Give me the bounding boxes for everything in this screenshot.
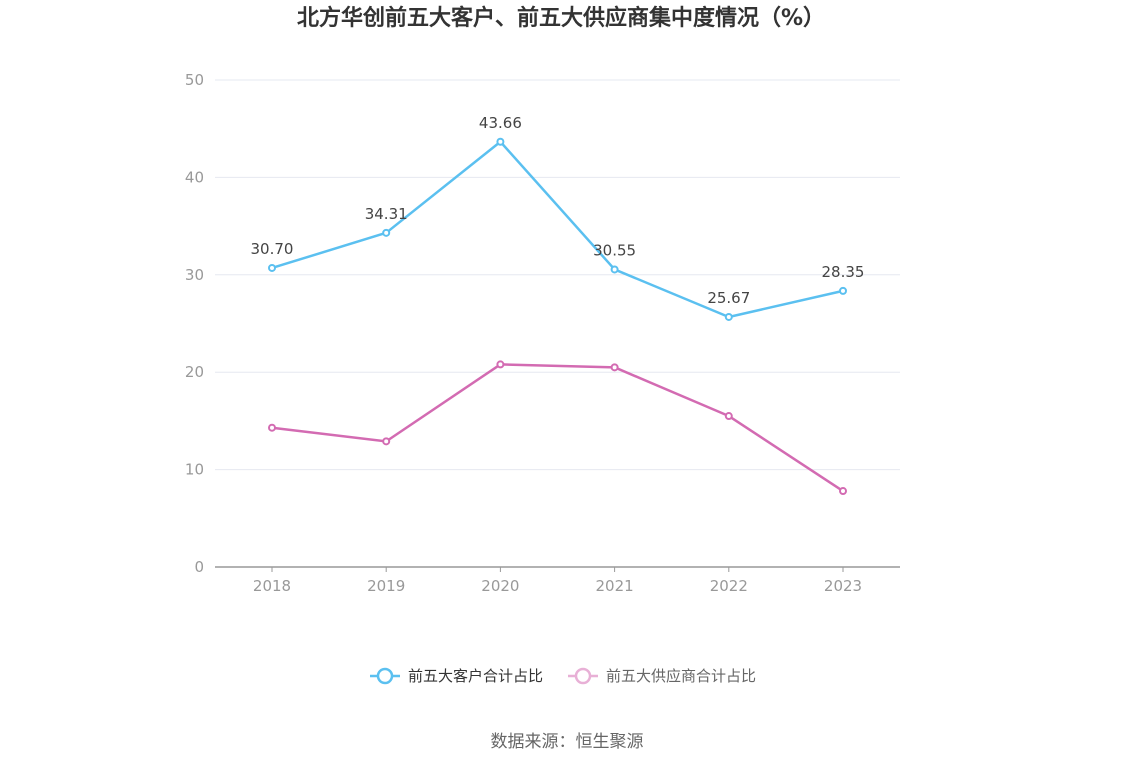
legend-item-2[interactable]: 前五大供应商合计占比 bbox=[568, 667, 756, 685]
legend[interactable]: 前五大客户合计占比 前五大供应商合计占比 bbox=[370, 667, 756, 685]
x-tick-label: 2020 bbox=[481, 577, 519, 595]
data-label: 28.35 bbox=[822, 263, 865, 281]
y-tick-label: 40 bbox=[185, 168, 204, 186]
y-tick-label: 50 bbox=[185, 71, 204, 89]
x-tick-label: 2022 bbox=[710, 577, 748, 595]
x-tick-label: 2019 bbox=[367, 577, 405, 595]
data-point[interactable] bbox=[268, 423, 276, 432]
data-point[interactable] bbox=[496, 137, 505, 146]
chart-title: 北方华创前五大客户、前五大供应商集中度情况（%） bbox=[297, 5, 825, 31]
y-axis: 0 10 20 30 40 50 bbox=[185, 71, 204, 576]
y-tick-label: 20 bbox=[185, 363, 204, 381]
legend-label: 前五大供应商合计占比 bbox=[606, 667, 756, 685]
y-tick-label: 30 bbox=[185, 266, 204, 284]
data-point[interactable] bbox=[610, 265, 619, 274]
data-point[interactable] bbox=[382, 228, 391, 237]
data-point[interactable] bbox=[268, 263, 276, 272]
data-label: 34.31 bbox=[365, 205, 408, 223]
y-tick-label: 0 bbox=[194, 558, 204, 576]
data-label: 43.66 bbox=[479, 114, 522, 132]
y-tick-label: 10 bbox=[185, 461, 204, 479]
x-axis: 2018 2019 2020 2021 2022 2023 bbox=[215, 566, 900, 595]
data-point[interactable] bbox=[839, 286, 847, 295]
data-point[interactable] bbox=[724, 312, 733, 321]
x-tick-label: 2018 bbox=[253, 577, 291, 595]
x-tick-label: 2021 bbox=[596, 577, 634, 595]
legend-marker-icon bbox=[574, 667, 592, 685]
grid-lines bbox=[215, 79, 900, 471]
legend-marker-icon bbox=[376, 667, 394, 685]
x-tick-label: 2023 bbox=[824, 577, 862, 595]
source-note: 数据来源：恒生聚源 bbox=[491, 732, 644, 752]
data-point[interactable] bbox=[839, 487, 847, 496]
legend-label: 前五大客户合计占比 bbox=[408, 667, 543, 685]
legend-item-1[interactable]: 前五大客户合计占比 bbox=[370, 667, 543, 685]
series-layer: 30.70 34.31 43.66 30.55 25.67 28.35 bbox=[251, 114, 865, 496]
data-point[interactable] bbox=[724, 412, 733, 421]
series-line-2 bbox=[271, 363, 844, 493]
data-label: 30.55 bbox=[593, 241, 636, 259]
data-point[interactable] bbox=[382, 437, 391, 446]
series-line-1 bbox=[271, 140, 844, 319]
data-point[interactable] bbox=[610, 363, 619, 372]
data-point[interactable] bbox=[496, 360, 505, 369]
data-label: 30.70 bbox=[251, 240, 294, 258]
data-label: 25.67 bbox=[707, 289, 750, 307]
